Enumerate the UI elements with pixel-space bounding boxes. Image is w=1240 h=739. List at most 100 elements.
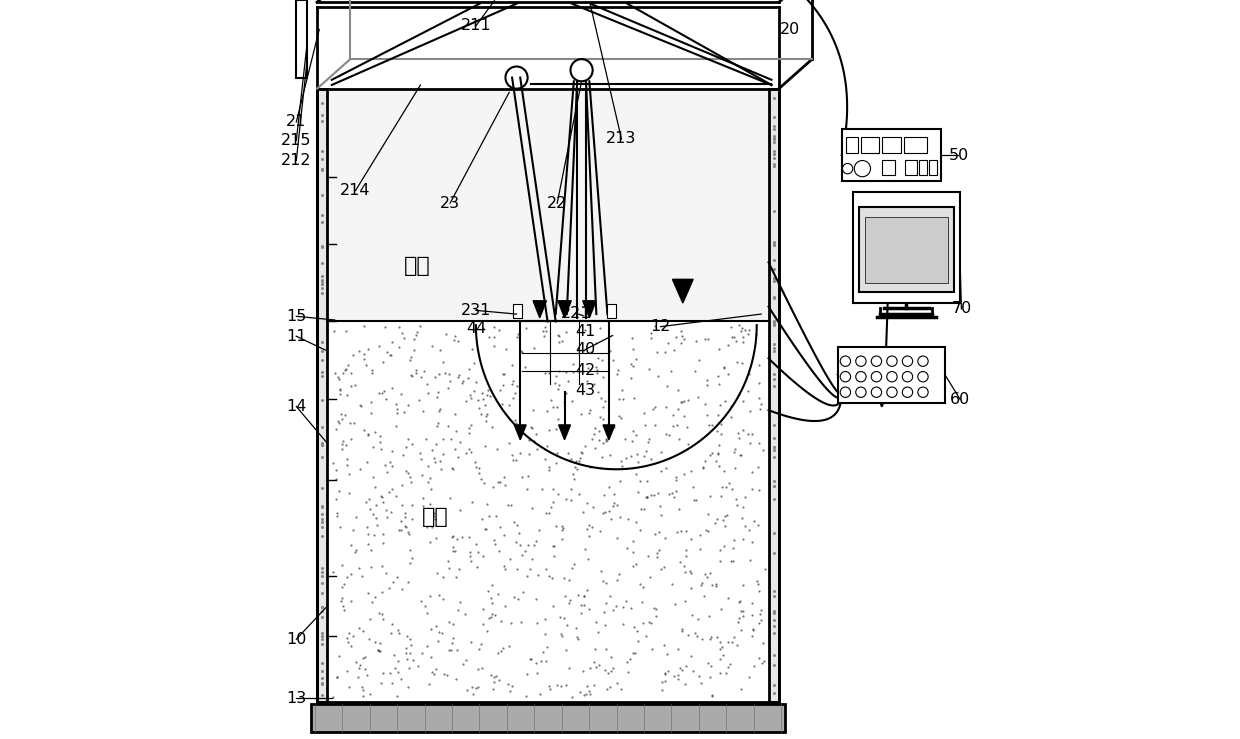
Text: 21: 21 [286, 115, 306, 129]
Point [574, 590, 594, 602]
Point [578, 554, 598, 565]
Text: 13: 13 [286, 691, 306, 706]
Point [404, 333, 424, 345]
Point [691, 528, 711, 540]
Point [749, 358, 769, 370]
Point [503, 591, 523, 603]
Point [619, 667, 639, 678]
Point [698, 508, 718, 520]
Point [343, 418, 363, 429]
Point [362, 545, 382, 556]
Point [436, 328, 456, 340]
Point [523, 342, 543, 354]
Point [604, 420, 624, 432]
Point [329, 417, 348, 429]
Point [640, 571, 660, 583]
Point [595, 619, 615, 631]
Point [616, 655, 636, 667]
Point [551, 680, 570, 692]
Point [336, 440, 356, 452]
Point [410, 372, 430, 384]
Point [339, 487, 358, 499]
Point [658, 665, 678, 677]
Point [440, 375, 460, 386]
Point [464, 357, 484, 369]
Point [419, 476, 439, 488]
Point [398, 576, 418, 588]
Point [470, 643, 490, 655]
Point [649, 370, 668, 382]
Point [606, 368, 626, 380]
Point [417, 640, 436, 652]
Point [366, 499, 386, 511]
Point [735, 491, 755, 503]
Point [584, 378, 604, 390]
Point [598, 684, 618, 695]
Bar [904, 137, 928, 153]
Point [552, 525, 572, 537]
Point [396, 642, 415, 654]
Point [630, 524, 650, 536]
Point [577, 375, 596, 386]
Point [541, 394, 560, 406]
Point [526, 593, 546, 605]
Point [635, 503, 655, 514]
Point [363, 508, 383, 520]
Point [728, 616, 748, 627]
Point [464, 386, 484, 398]
Point [595, 506, 615, 518]
Point [684, 365, 704, 377]
Point [626, 469, 646, 480]
Point [470, 403, 490, 415]
Point [382, 619, 402, 630]
Point [708, 513, 728, 525]
Point [556, 326, 575, 338]
Point [548, 379, 568, 391]
Point [451, 377, 471, 389]
Point [377, 511, 397, 522]
Point [610, 511, 630, 523]
Point [720, 658, 740, 670]
Point [651, 563, 671, 575]
Point [414, 599, 434, 611]
Point [606, 532, 626, 544]
Point [676, 525, 696, 537]
Point [651, 465, 671, 477]
Point [389, 627, 409, 639]
Point [749, 617, 769, 629]
Point [427, 567, 446, 579]
Point [670, 661, 689, 673]
Point [711, 491, 730, 503]
Point [361, 397, 381, 409]
Point [717, 667, 737, 679]
Point [382, 677, 402, 689]
Point [715, 520, 735, 532]
Point [324, 457, 343, 469]
Point [688, 391, 708, 403]
Point [352, 625, 372, 637]
Point [539, 570, 559, 582]
Point [660, 429, 680, 440]
Point [460, 443, 480, 455]
Point [388, 655, 408, 667]
Point [428, 392, 448, 403]
Point [702, 631, 722, 643]
Point [326, 474, 346, 486]
Text: 44: 44 [466, 321, 486, 336]
Bar [904, 160, 918, 175]
Point [657, 380, 677, 392]
Point [714, 541, 734, 553]
Point [522, 554, 542, 565]
Point [539, 681, 559, 692]
Point [394, 511, 414, 522]
Point [667, 384, 687, 396]
Point [517, 483, 537, 494]
Bar [861, 137, 879, 153]
Point [422, 341, 441, 353]
Point [568, 589, 588, 601]
Point [609, 410, 629, 422]
Point [559, 574, 579, 586]
Point [562, 691, 582, 703]
Point [391, 524, 410, 536]
Point [429, 636, 449, 647]
